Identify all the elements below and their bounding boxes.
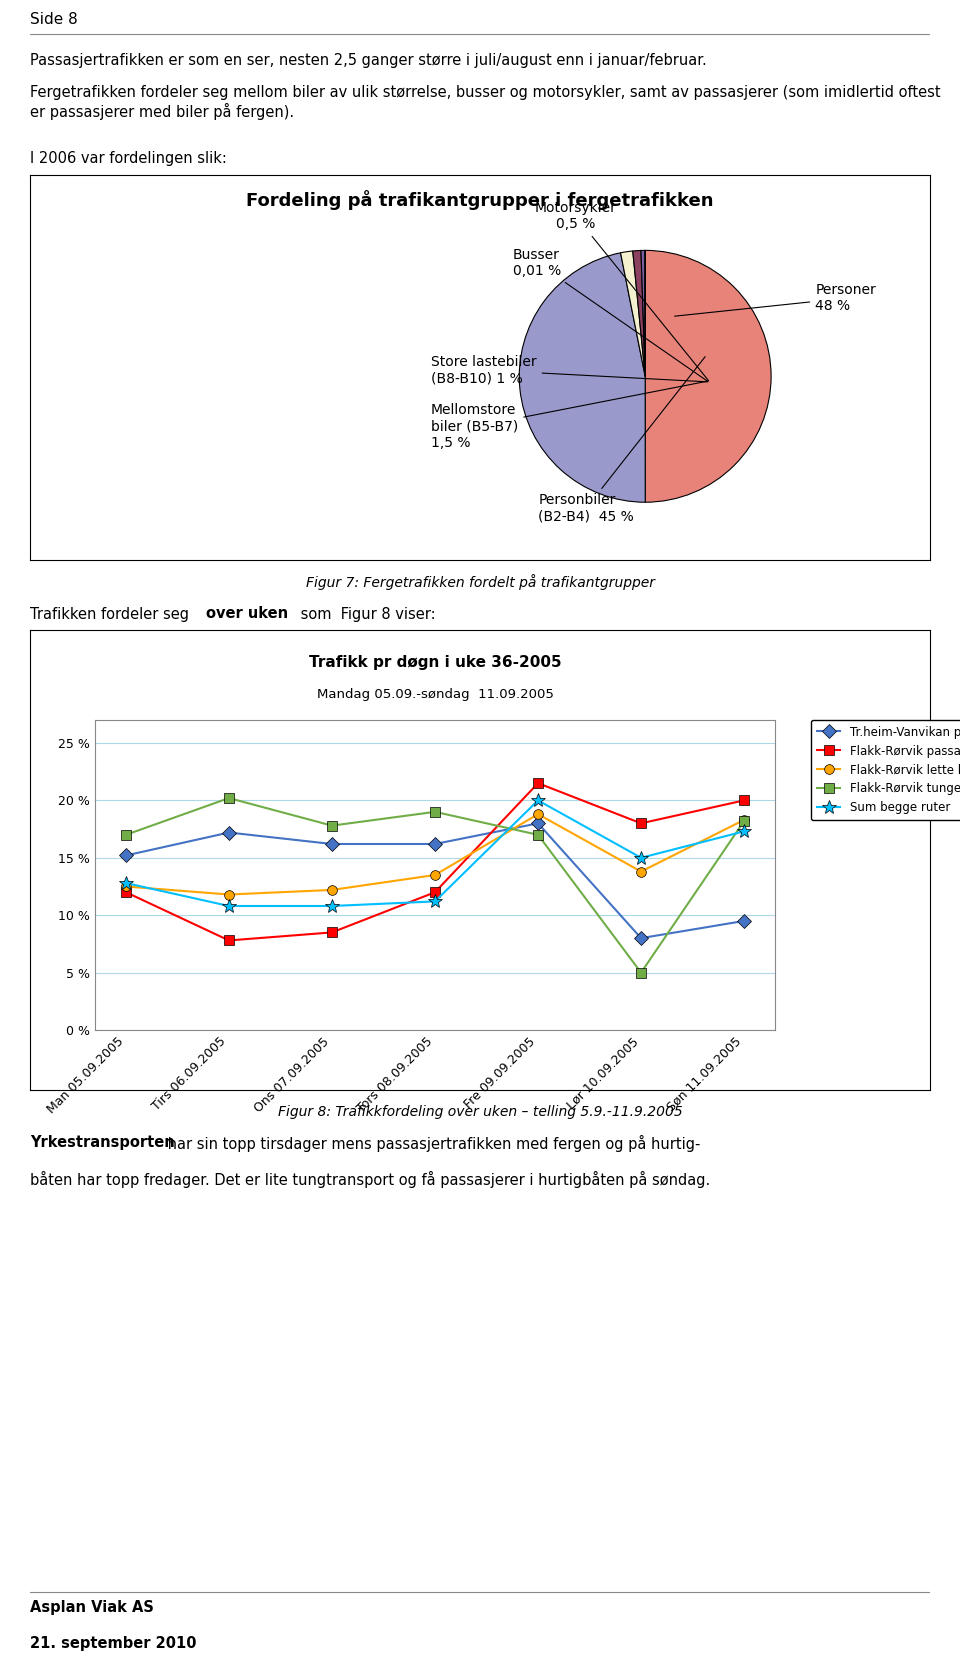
Flakk-Rørvik passasjerer	[223, 931, 234, 951]
Flakk-Rørvik lette biler	[429, 865, 441, 885]
Flakk-Rørvik tunge biler	[120, 825, 132, 845]
Sum begge ruter	[636, 848, 647, 869]
Text: Passasjertrafikken er som en ser, nesten 2,5 ganger større i juli/august enn i j: Passasjertrafikken er som en ser, nesten…	[30, 54, 707, 69]
Text: Figur 7: Fergetrafikken fordelt på trafikantgrupper: Figur 7: Fergetrafikken fordelt på trafi…	[305, 575, 655, 590]
Text: Trafikk pr døgn i uke 36-2005: Trafikk pr døgn i uke 36-2005	[309, 655, 562, 670]
Tr.heim-Vanvikan passasjerer	[738, 911, 750, 931]
Text: Mandag 05.09.-søndag  11.09.2005: Mandag 05.09.-søndag 11.09.2005	[317, 689, 553, 702]
Line: Flakk-Rørvik passasjerer: Flakk-Rørvik passasjerer	[121, 778, 749, 946]
Flakk-Rørvik passasjerer	[532, 773, 543, 793]
Sum begge ruter	[326, 895, 338, 916]
Flakk-Rørvik tunge biler	[429, 801, 441, 822]
Flakk-Rørvik tunge biler	[636, 963, 647, 983]
Text: Yrkestransporten: Yrkestransporten	[30, 1136, 175, 1151]
Flakk-Rørvik lette biler	[326, 880, 338, 900]
Text: 21. september 2010: 21. september 2010	[30, 1636, 197, 1651]
Text: Fergetrafikken fordeler seg mellom biler av ulik størrelse, busser og motorsykle: Fergetrafikken fordeler seg mellom biler…	[30, 86, 941, 119]
Flakk-Rørvik tunge biler	[326, 815, 338, 835]
Text: Asplan Viak AS: Asplan Viak AS	[30, 1599, 154, 1614]
Flakk-Rørvik tunge biler	[738, 811, 750, 832]
Line: Flakk-Rørvik lette biler: Flakk-Rørvik lette biler	[121, 810, 749, 899]
Text: over uken: over uken	[206, 606, 289, 622]
Text: Personbiler
(B2-B4)  45 %: Personbiler (B2-B4) 45 %	[539, 356, 706, 524]
Tr.heim-Vanvikan passasjerer	[326, 833, 338, 853]
Text: Personer
48 %: Personer 48 %	[675, 284, 876, 316]
Flakk-Rørvik lette biler	[636, 862, 647, 882]
Tr.heim-Vanvikan passasjerer	[636, 927, 647, 948]
Sum begge ruter	[120, 874, 132, 894]
Flakk-Rørvik passasjerer	[120, 882, 132, 902]
Line: Tr.heim-Vanvikan passasjerer: Tr.heim-Vanvikan passasjerer	[121, 818, 749, 942]
Text: Fordeling på trafikantgrupper i fergetrafikken: Fordeling på trafikantgrupper i fergetra…	[247, 190, 713, 210]
Flakk-Rørvik passasjerer	[636, 813, 647, 833]
Text: I 2006 var fordelingen slik:: I 2006 var fordelingen slik:	[30, 151, 227, 166]
Text: som  Figur 8 viser:: som Figur 8 viser:	[296, 606, 435, 622]
Wedge shape	[620, 250, 645, 376]
Tr.heim-Vanvikan passasjerer	[429, 833, 441, 853]
Legend: Tr.heim-Vanvikan passasjerer, Flakk-Rørvik passasjerer, Flakk-Rørvik lette biler: Tr.heim-Vanvikan passasjerer, Flakk-Rørv…	[811, 719, 960, 820]
Wedge shape	[633, 250, 645, 376]
Line: Sum begge ruter: Sum begge ruter	[119, 793, 751, 912]
Flakk-Rørvik tunge biler	[223, 788, 234, 808]
Text: Motorsykler
0,5 %: Motorsykler 0,5 %	[535, 202, 708, 381]
Sum begge ruter	[429, 892, 441, 912]
Wedge shape	[519, 252, 645, 502]
Flakk-Rørvik lette biler	[738, 810, 750, 830]
Sum begge ruter	[532, 790, 543, 810]
Text: Busser
0,01 %: Busser 0,01 %	[513, 249, 708, 381]
Text: Figur 8: Trafikkfordeling over uken – telling 5.9.-11.9.2005: Figur 8: Trafikkfordeling over uken – te…	[277, 1105, 683, 1119]
Tr.heim-Vanvikan passasjerer	[120, 845, 132, 865]
Text: Trafikken fordeler seg: Trafikken fordeler seg	[30, 606, 194, 622]
Line: Flakk-Rørvik tunge biler: Flakk-Rørvik tunge biler	[121, 793, 749, 978]
Text: Mellomstore
biler (B5-B7)
1,5 %: Mellomstore biler (B5-B7) 1,5 %	[431, 381, 708, 450]
Text: Side 8: Side 8	[30, 12, 78, 27]
Tr.heim-Vanvikan passasjerer	[223, 823, 234, 843]
Sum begge ruter	[223, 895, 234, 916]
Flakk-Rørvik passasjerer	[326, 922, 338, 942]
Flakk-Rørvik passasjerer	[738, 790, 750, 810]
Tr.heim-Vanvikan passasjerer	[532, 813, 543, 833]
Text: båten har topp fredager. Det er lite tungtransport og få passasjerer i hurtigbåt: båten har topp fredager. Det er lite tun…	[30, 1171, 710, 1188]
Flakk-Rørvik passasjerer	[429, 882, 441, 902]
Flakk-Rørvik tunge biler	[532, 825, 543, 845]
Flakk-Rørvik lette biler	[120, 877, 132, 897]
Flakk-Rørvik lette biler	[223, 884, 234, 904]
Wedge shape	[645, 250, 771, 502]
Flakk-Rørvik lette biler	[532, 805, 543, 825]
Text: Store lastebiler
(B8-B10) 1 %: Store lastebiler (B8-B10) 1 %	[431, 354, 708, 385]
Text: har sin topp tirsdager mens passasjertrafikken med fergen og på hurtig-: har sin topp tirsdager mens passasjertra…	[163, 1136, 701, 1152]
Sum begge ruter	[738, 822, 750, 842]
Wedge shape	[641, 250, 645, 376]
